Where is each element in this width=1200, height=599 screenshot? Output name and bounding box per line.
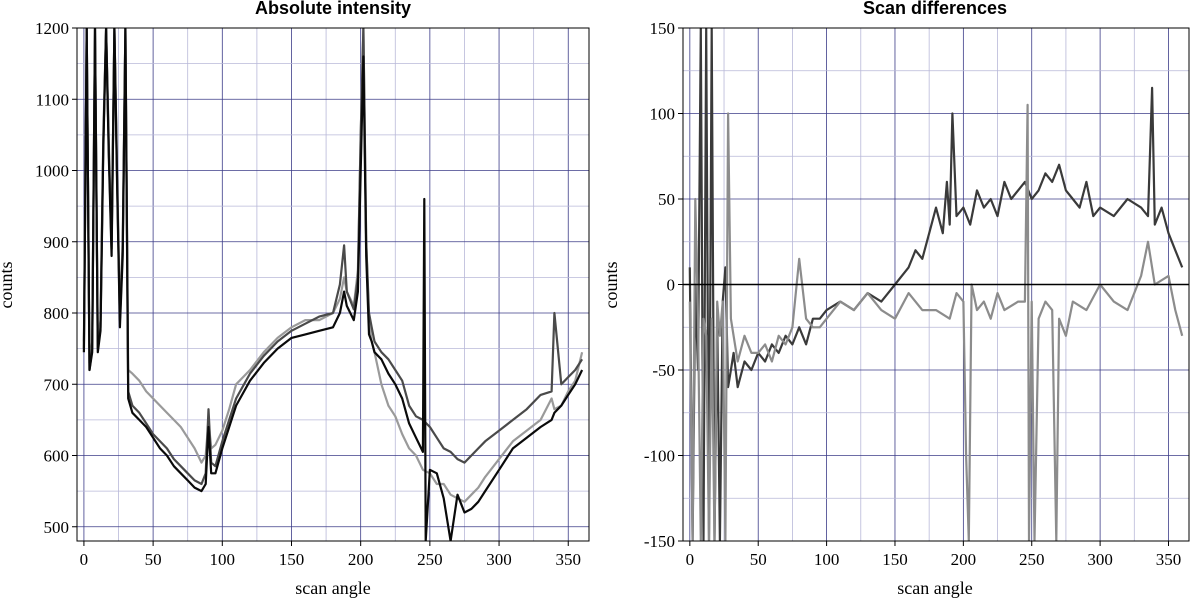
x-tick-label: 300 <box>1087 550 1113 569</box>
x-tick-labels: 0 50 100 150 200 250 300 350 <box>686 541 1182 569</box>
x-tick-label: 100 <box>814 550 840 569</box>
series-line-3 <box>82 28 584 541</box>
y-axis-label: counts <box>601 262 621 309</box>
y-tick-label: 900 <box>44 233 70 252</box>
y-tick-label: 100 <box>650 105 676 124</box>
x-tick-label: 250 <box>1019 550 1045 569</box>
x-axis-label: scan angle <box>897 578 972 598</box>
x-tick-label: 150 <box>882 550 908 569</box>
x-tick-labels: 0 50 100 150 200 250 300 350 <box>80 541 581 569</box>
chart-absolute-intensity: Absolute intensity scan angle counts 0 50… <box>0 0 590 598</box>
x-tick-label: 200 <box>348 550 374 569</box>
plot-frame <box>76 27 590 542</box>
y-axis-label: counts <box>0 262 16 309</box>
y-tick-labels: 500 600 700 800 900 1000 1100 1200 <box>35 19 77 537</box>
series-line-2 <box>82 28 584 486</box>
x-axis-label: scan angle <box>295 578 370 598</box>
y-tick-label: 1100 <box>36 90 69 109</box>
x-tick-label: 150 <box>279 550 305 569</box>
chart-scan-differences: Scan differences scan angle counts 0 50 10… <box>601 0 1190 598</box>
x-tick-label: 350 <box>555 550 581 569</box>
y-tick-label: 700 <box>44 375 70 394</box>
series-line-1 <box>688 28 1184 541</box>
x-tick-label: 350 <box>1156 550 1182 569</box>
x-tick-label: 50 <box>145 550 162 569</box>
y-tick-label: 800 <box>44 304 70 323</box>
y-tick-label: -150 <box>644 532 675 551</box>
y-tick-label: 500 <box>44 518 70 537</box>
grid <box>77 27 589 541</box>
x-tick-label: 300 <box>486 550 512 569</box>
y-tick-label: 50 <box>658 190 675 209</box>
x-tick-label: 0 <box>686 550 695 569</box>
y-tick-label: 1200 <box>35 19 69 38</box>
x-tick-label: 0 <box>80 550 89 569</box>
series-layer <box>82 28 584 541</box>
chart-title: Absolute intensity <box>255 0 411 18</box>
y-tick-label: 0 <box>667 276 676 295</box>
y-tick-labels: -150 -100 -50 0 50 100 150 <box>644 19 683 551</box>
x-tick-label: 100 <box>210 550 236 569</box>
y-tick-label: 600 <box>44 447 70 466</box>
x-tick-label: 200 <box>951 550 977 569</box>
y-tick-label: 1000 <box>35 162 69 181</box>
series-layer <box>688 28 1184 541</box>
chart-title: Scan differences <box>863 0 1007 18</box>
y-tick-label: -100 <box>644 447 675 466</box>
y-tick-label: 150 <box>650 19 676 38</box>
x-tick-label: 250 <box>417 550 443 569</box>
x-tick-label: 50 <box>750 550 767 569</box>
series-line-2 <box>688 103 1184 541</box>
y-tick-label: -50 <box>652 361 675 380</box>
